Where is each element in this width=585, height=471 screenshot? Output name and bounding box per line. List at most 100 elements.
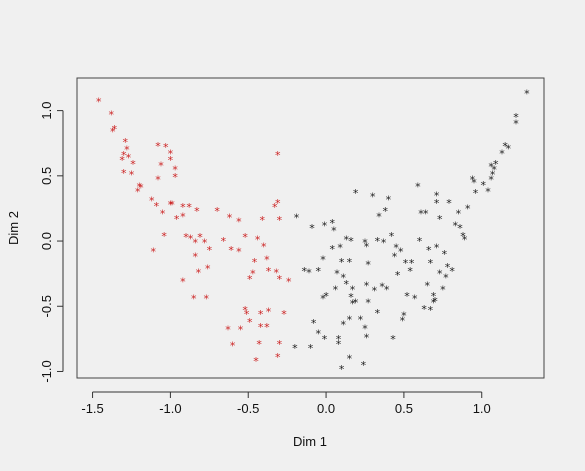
data-point: * bbox=[196, 266, 202, 279]
data-point: * bbox=[362, 322, 368, 335]
data-point: * bbox=[493, 158, 499, 171]
data-point: * bbox=[350, 298, 356, 311]
data-point: * bbox=[361, 359, 367, 372]
data-point: * bbox=[154, 200, 160, 213]
data-point: * bbox=[370, 191, 376, 204]
data-point: * bbox=[340, 319, 346, 332]
data-point: * bbox=[421, 303, 427, 316]
data-point: * bbox=[339, 256, 345, 269]
data-point: * bbox=[340, 272, 346, 285]
data-point: * bbox=[322, 219, 328, 232]
y-tick-label: 0.0 bbox=[39, 232, 54, 250]
data-point: * bbox=[193, 251, 199, 264]
data-point: * bbox=[137, 180, 143, 193]
data-point: * bbox=[188, 232, 194, 245]
data-point: * bbox=[417, 235, 423, 248]
data-point: * bbox=[272, 201, 278, 214]
data-point: * bbox=[415, 180, 421, 193]
data-point: * bbox=[255, 234, 261, 247]
data-point: * bbox=[161, 230, 167, 243]
data-point: * bbox=[330, 243, 336, 256]
data-point: * bbox=[390, 333, 396, 346]
x-tick-label: -0.5 bbox=[237, 401, 259, 416]
data-point: * bbox=[108, 109, 114, 122]
data-point: * bbox=[336, 333, 342, 346]
data-point: * bbox=[302, 265, 308, 278]
x-tick-label: -1.0 bbox=[159, 401, 181, 416]
data-point: * bbox=[471, 176, 477, 189]
data-point: * bbox=[258, 321, 264, 334]
data-point: * bbox=[247, 273, 253, 286]
plot-border bbox=[76, 77, 545, 379]
data-point: * bbox=[393, 242, 399, 255]
data-point: * bbox=[434, 197, 440, 210]
data-point: * bbox=[431, 296, 437, 309]
data-point: * bbox=[350, 283, 356, 296]
data-point: * bbox=[124, 144, 130, 157]
data-point: * bbox=[306, 266, 312, 279]
data-point: * bbox=[379, 281, 385, 294]
data-point: * bbox=[163, 141, 169, 154]
data-point: * bbox=[381, 236, 387, 249]
x-tick-label: -1.5 bbox=[81, 401, 103, 416]
data-point: * bbox=[362, 236, 368, 249]
data-point: * bbox=[488, 161, 494, 174]
data-point: * bbox=[320, 253, 326, 266]
data-point: * bbox=[323, 290, 329, 303]
data-point: * bbox=[376, 210, 382, 223]
data-point: * bbox=[277, 338, 283, 351]
x-axis-label: Dim 1 bbox=[293, 434, 327, 449]
data-point: * bbox=[277, 214, 283, 227]
data-point: * bbox=[457, 222, 463, 235]
data-point: * bbox=[481, 179, 487, 192]
data-point: * bbox=[225, 324, 231, 337]
data-point: * bbox=[236, 215, 242, 228]
data-point: * bbox=[277, 273, 283, 286]
data-point: * bbox=[465, 202, 471, 215]
x-tick-label: 0.0 bbox=[317, 401, 335, 416]
data-point: * bbox=[333, 283, 339, 296]
data-point: * bbox=[242, 231, 248, 244]
data-point: * bbox=[384, 283, 390, 296]
data-point: * bbox=[292, 342, 298, 355]
x-axis: -1.5 -1.0 -0.5 0.0 0.5 1.0 bbox=[81, 391, 491, 416]
data-point: * bbox=[473, 187, 479, 200]
data-point: * bbox=[135, 185, 141, 198]
data-point: * bbox=[353, 187, 359, 200]
data-point: * bbox=[428, 257, 434, 270]
data-point: * bbox=[236, 245, 242, 258]
data-point: * bbox=[524, 88, 530, 101]
data-point: * bbox=[130, 158, 136, 171]
y-tick-label: -0.5 bbox=[39, 295, 54, 317]
data-point: * bbox=[155, 174, 161, 187]
data-point: * bbox=[428, 304, 434, 317]
data-point: * bbox=[183, 231, 189, 244]
data-point: * bbox=[172, 171, 178, 184]
data-point: * bbox=[205, 262, 211, 275]
data-point: * bbox=[460, 230, 466, 243]
data-point: * bbox=[214, 205, 220, 218]
data-point: * bbox=[286, 275, 292, 288]
data-point: * bbox=[158, 159, 164, 172]
y-tick-label: -1.0 bbox=[39, 360, 54, 382]
data-point: * bbox=[123, 136, 129, 149]
data-point: * bbox=[168, 154, 174, 167]
data-point: * bbox=[434, 189, 440, 202]
data-point: * bbox=[119, 154, 125, 167]
data-point: * bbox=[488, 174, 494, 187]
data-point: * bbox=[247, 316, 253, 329]
data-point: * bbox=[168, 148, 174, 161]
data-point: * bbox=[253, 355, 259, 368]
data-point: * bbox=[194, 205, 200, 218]
data-point: * bbox=[437, 213, 443, 226]
data-point: * bbox=[513, 118, 519, 131]
data-point: * bbox=[266, 265, 272, 278]
data-point: * bbox=[281, 308, 287, 321]
y-axis: -1.0 -0.5 0.0 0.5 1.0 bbox=[39, 102, 64, 383]
data-point: * bbox=[172, 163, 178, 176]
data-point: * bbox=[344, 234, 350, 247]
data-point: * bbox=[432, 295, 438, 308]
data-point: * bbox=[409, 257, 415, 270]
data-point: * bbox=[174, 213, 180, 226]
